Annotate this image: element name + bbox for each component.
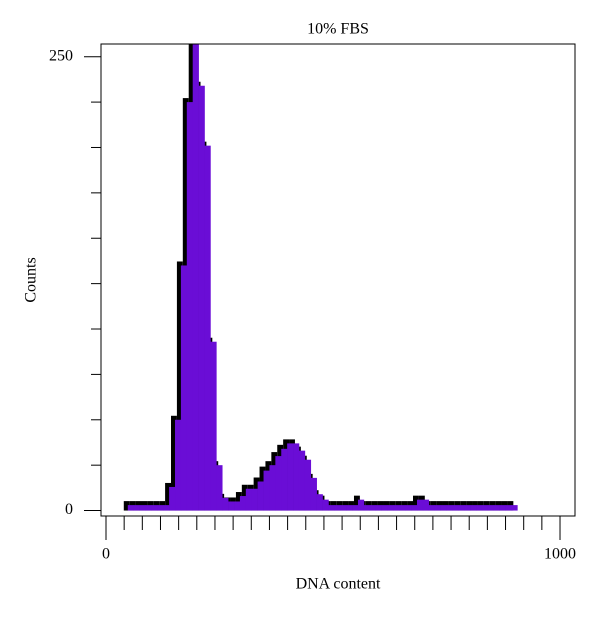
- bar: [133, 505, 140, 511]
- bar: [281, 448, 288, 511]
- bar: [375, 505, 382, 511]
- bar: [357, 499, 365, 511]
- bar-outline: [413, 495, 419, 511]
- bar: [145, 505, 152, 511]
- bar: [334, 505, 341, 511]
- bar: [216, 465, 223, 511]
- bar: [316, 494, 323, 511]
- bar: [298, 450, 306, 511]
- bar-outline: [235, 492, 242, 511]
- bar: [440, 505, 447, 511]
- bar: [192, 44, 199, 511]
- bar: [387, 505, 394, 511]
- bar: [399, 505, 406, 511]
- bar-outline: [165, 482, 172, 511]
- bar: [446, 505, 453, 511]
- bar: [175, 419, 182, 511]
- bar: [222, 497, 229, 511]
- bar: [210, 341, 217, 511]
- bar: [234, 501, 241, 511]
- bar: [275, 456, 282, 511]
- bar: [476, 505, 483, 511]
- bar: [340, 505, 347, 511]
- bar: [287, 443, 294, 511]
- bar-outline: [176, 261, 183, 511]
- bar: [322, 499, 329, 511]
- bar: [511, 505, 518, 511]
- bar: [346, 505, 353, 511]
- y-tick-label: 250: [49, 47, 73, 64]
- y-tick-label: 0: [65, 501, 73, 518]
- bar: [393, 505, 400, 511]
- bar: [505, 505, 512, 511]
- bar: [499, 505, 506, 511]
- bar: [139, 505, 146, 511]
- bar: [157, 505, 164, 511]
- bar: [487, 505, 495, 511]
- bar: [169, 486, 176, 511]
- chart-title: 10% FBS: [307, 21, 369, 38]
- bar: [411, 505, 418, 511]
- x-tick-label: 1000: [544, 546, 576, 563]
- bar: [352, 505, 359, 511]
- x-tick-label: 0: [102, 546, 110, 563]
- bar: [228, 501, 235, 511]
- bar: [458, 505, 465, 511]
- bar: [452, 505, 459, 511]
- bar: [369, 505, 376, 511]
- bar-outline: [171, 415, 177, 511]
- bar: [204, 145, 211, 511]
- bar-outline: [123, 501, 130, 511]
- bar: [381, 505, 388, 511]
- bar: [293, 443, 300, 511]
- bar: [470, 505, 477, 511]
- bar: [464, 505, 471, 511]
- bar: [434, 505, 441, 511]
- bar: [251, 488, 258, 511]
- bar: [163, 505, 170, 511]
- plot-area: [123, 44, 518, 511]
- bar-outline: [353, 495, 360, 511]
- bar: [151, 505, 158, 511]
- bar: [310, 477, 317, 511]
- bar: [186, 102, 194, 511]
- bar: [127, 505, 134, 511]
- bar: [481, 505, 489, 511]
- bar: [428, 505, 436, 511]
- bar: [263, 470, 270, 511]
- bar: [257, 481, 264, 511]
- bar: [198, 85, 205, 511]
- bar: [304, 459, 312, 511]
- bar: [405, 505, 412, 511]
- bar: [422, 499, 430, 511]
- bar: [493, 505, 500, 511]
- bar: [363, 505, 371, 511]
- bar: [239, 496, 247, 511]
- bar: [180, 265, 188, 511]
- bar: [328, 505, 335, 511]
- y-axis-label: Counts: [23, 257, 40, 302]
- bar: [269, 465, 276, 511]
- plot-frame: [100, 43, 576, 517]
- x-axis-label: DNA content: [296, 576, 381, 593]
- bar: [417, 499, 424, 511]
- bar: [245, 488, 253, 511]
